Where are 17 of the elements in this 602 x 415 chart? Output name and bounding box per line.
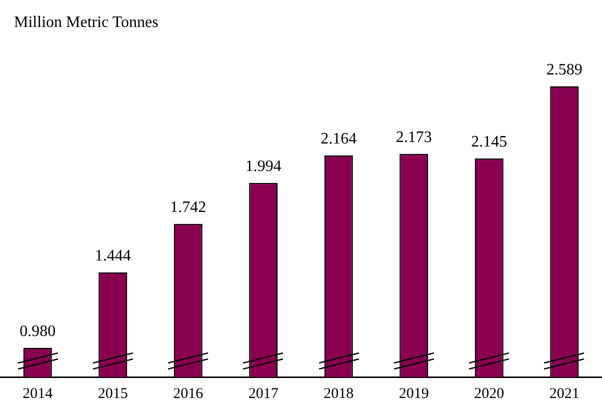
x-tick-label: 2016	[173, 386, 204, 402]
x-tick-label: 2019	[398, 386, 429, 402]
x-tick-label: 2021	[549, 386, 580, 402]
data-label: 2.589	[546, 61, 582, 78]
x-tick-label: 2017	[248, 386, 279, 402]
x-tick-label: 2018	[324, 386, 354, 402]
x-tick-label: 2014	[22, 386, 54, 402]
data-label: 2.164	[320, 130, 357, 148]
data-label: 2.173	[396, 129, 432, 146]
data-label: 1.742	[170, 199, 206, 216]
data-label: 2.145	[471, 134, 508, 151]
x-tick-label: 2015	[98, 386, 128, 402]
y-axis-title: Million Metric Tonnes	[14, 14, 158, 31]
data-label: 1.444	[94, 248, 131, 265]
data-label: 1.994	[245, 158, 282, 176]
data-label: 0.980	[20, 322, 56, 340]
x-tick-label: 2020	[474, 386, 504, 402]
